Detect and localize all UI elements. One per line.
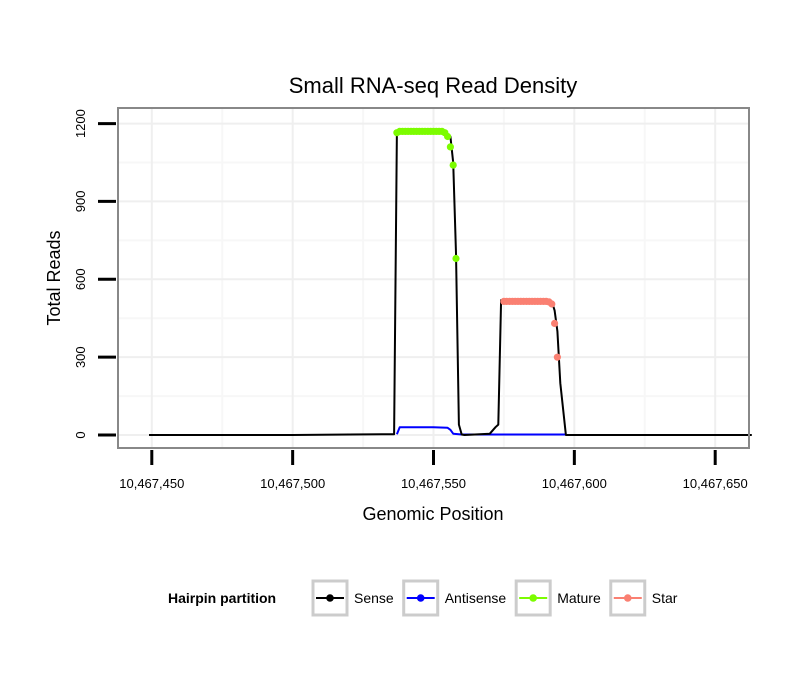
star-point — [551, 319, 559, 327]
x-tick-label: 10,467,650 — [683, 476, 748, 491]
legend: Hairpin partition Sense Antisense Mature St… — [168, 579, 678, 617]
legend-label: Antisense — [445, 590, 507, 606]
mature-point — [452, 254, 460, 263]
y-tick-label: 0 — [73, 431, 88, 438]
star-point — [553, 353, 562, 361]
legend-key-point — [529, 594, 537, 602]
star-point — [548, 300, 556, 308]
series-layer — [149, 127, 752, 436]
sense-series-line — [149, 130, 752, 436]
x-tick-label: 10,467,500 — [260, 476, 325, 491]
legend-title: Hairpin partition — [168, 590, 276, 606]
mature-point — [446, 143, 454, 151]
legend-key-point — [623, 594, 632, 602]
legend-item-antisense: Antisense — [402, 579, 507, 617]
x-tick-label: 10,467,600 — [542, 476, 607, 491]
axes: 0 300 600 900 1200 10,467,450 10,467,500 10,467… — [73, 109, 748, 491]
plot-panel-border — [117, 107, 750, 449]
x-tick-label: 10,467,450 — [119, 476, 184, 491]
x-axis-title: Genomic Position — [362, 504, 503, 524]
x-tick-label: 10,467,550 — [401, 476, 466, 491]
chart-title: Small RNA-seq Read Density — [289, 73, 578, 98]
y-tick-label: 900 — [73, 191, 88, 213]
legend-key-point — [326, 594, 334, 602]
legend-label: Mature — [557, 590, 601, 606]
grid-lines — [118, 108, 749, 448]
y-tick-label: 300 — [73, 346, 88, 368]
legend-item-star: Star — [609, 579, 678, 617]
mature-point — [449, 161, 457, 169]
y-axis-title: Total Reads — [44, 230, 64, 325]
legend-item-mature: Mature — [514, 579, 601, 617]
legend-item-sense: Sense — [311, 579, 394, 617]
legend-key-point — [416, 594, 425, 602]
y-tick-label: 1200 — [73, 109, 88, 138]
legend-label: Sense — [354, 590, 394, 606]
mature-point — [444, 132, 452, 141]
y-tick-label: 600 — [73, 268, 88, 290]
legend-label: Star — [652, 590, 678, 606]
